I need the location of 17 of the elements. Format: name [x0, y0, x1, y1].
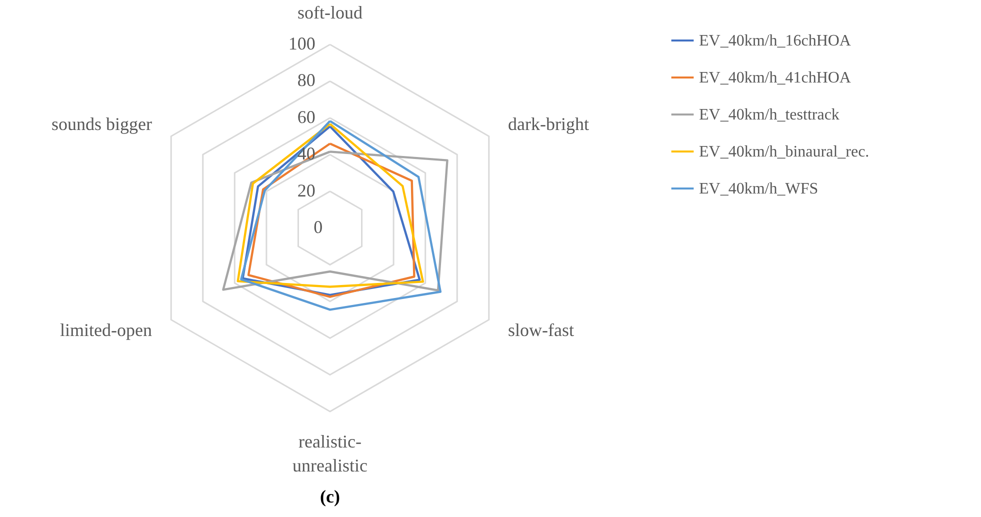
- legend-label: EV_40km/h_testtrack: [699, 106, 840, 124]
- y-tick-label: 0: [314, 217, 323, 237]
- y-tick-label: 60: [297, 106, 316, 127]
- spoke-label: realistic-unrealistic: [292, 432, 368, 476]
- y-tick-label: 100: [288, 34, 316, 54]
- spoke-label: dark-bright: [508, 114, 589, 134]
- spoke-label: slow-fast: [508, 320, 574, 340]
- legend-label: EV_40km/h_41chHOA: [699, 70, 852, 86]
- y-tick-label: 80: [297, 70, 316, 90]
- legend-label: EV_40km/h_binaural_rec.: [699, 144, 870, 160]
- legend-label: EV_40km/h_16chHOA: [699, 32, 852, 50]
- y-tick-label: 20: [297, 180, 316, 200]
- spoke-label: limited-open: [60, 320, 152, 340]
- legend-label: EV_40km/h_WFS: [699, 180, 818, 198]
- spoke-label: sounds bigger: [52, 114, 152, 134]
- text: (c): [320, 486, 340, 507]
- spoke-label: soft-loud: [298, 2, 362, 22]
